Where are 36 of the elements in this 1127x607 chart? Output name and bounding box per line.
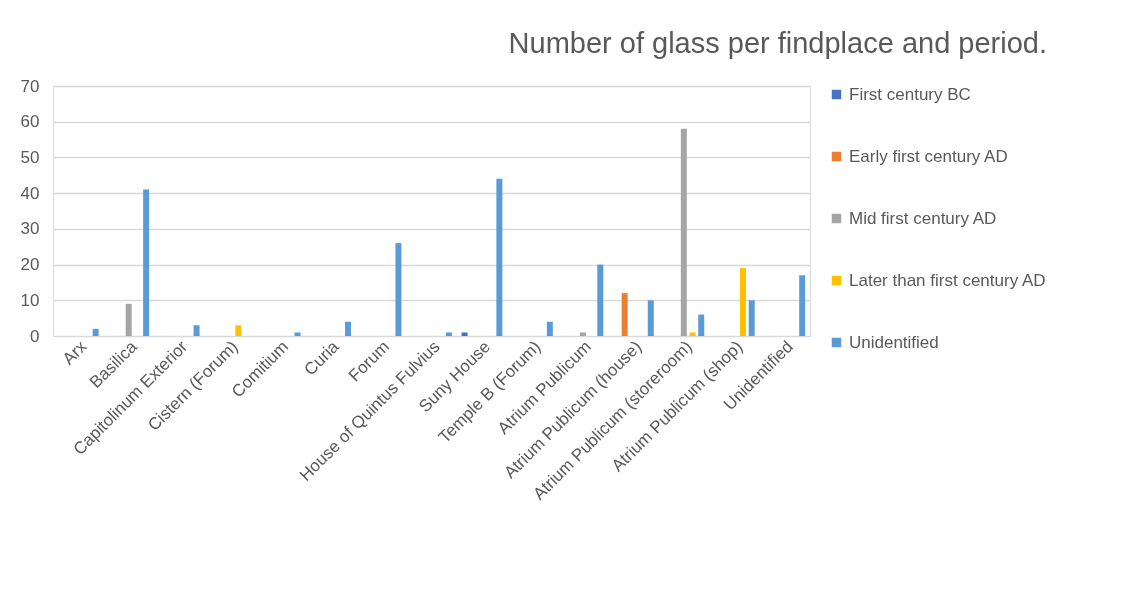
bar [680, 128, 687, 336]
bar [689, 332, 696, 336]
y-tick-label: 70 [20, 76, 40, 96]
bar [698, 314, 705, 336]
bar [445, 332, 452, 336]
legend-label: First century BC [849, 84, 971, 104]
bar [579, 332, 586, 336]
legend-label: Mid first century AD [849, 208, 997, 228]
bar [496, 178, 503, 336]
bar [748, 300, 755, 336]
chart-title: Number of glass per findplace and period. [508, 27, 1047, 59]
bar [395, 243, 402, 336]
bar [92, 328, 99, 336]
y-tick-label: 30 [20, 219, 40, 239]
bar [597, 264, 604, 336]
legend-label: Early first century AD [849, 146, 1008, 166]
y-tick-label: 60 [20, 112, 40, 132]
bar [143, 189, 150, 336]
bar [125, 303, 132, 336]
bar [546, 321, 553, 336]
y-tick-label: 50 [20, 147, 40, 167]
bar [235, 325, 242, 336]
y-tick-label: 0 [30, 326, 40, 346]
bar [294, 332, 301, 336]
y-tick-label: 10 [20, 290, 40, 310]
bar [461, 332, 468, 336]
bar [193, 325, 200, 336]
x-tick-label: Arx [58, 336, 91, 369]
y-tick-label: 20 [20, 255, 40, 275]
bar [740, 268, 746, 336]
bar [344, 321, 351, 336]
legend-label: Later than first century AD [849, 270, 1046, 290]
bar [647, 300, 654, 336]
bar [621, 293, 628, 336]
bar [799, 275, 806, 336]
y-tick-label: 40 [20, 183, 40, 203]
